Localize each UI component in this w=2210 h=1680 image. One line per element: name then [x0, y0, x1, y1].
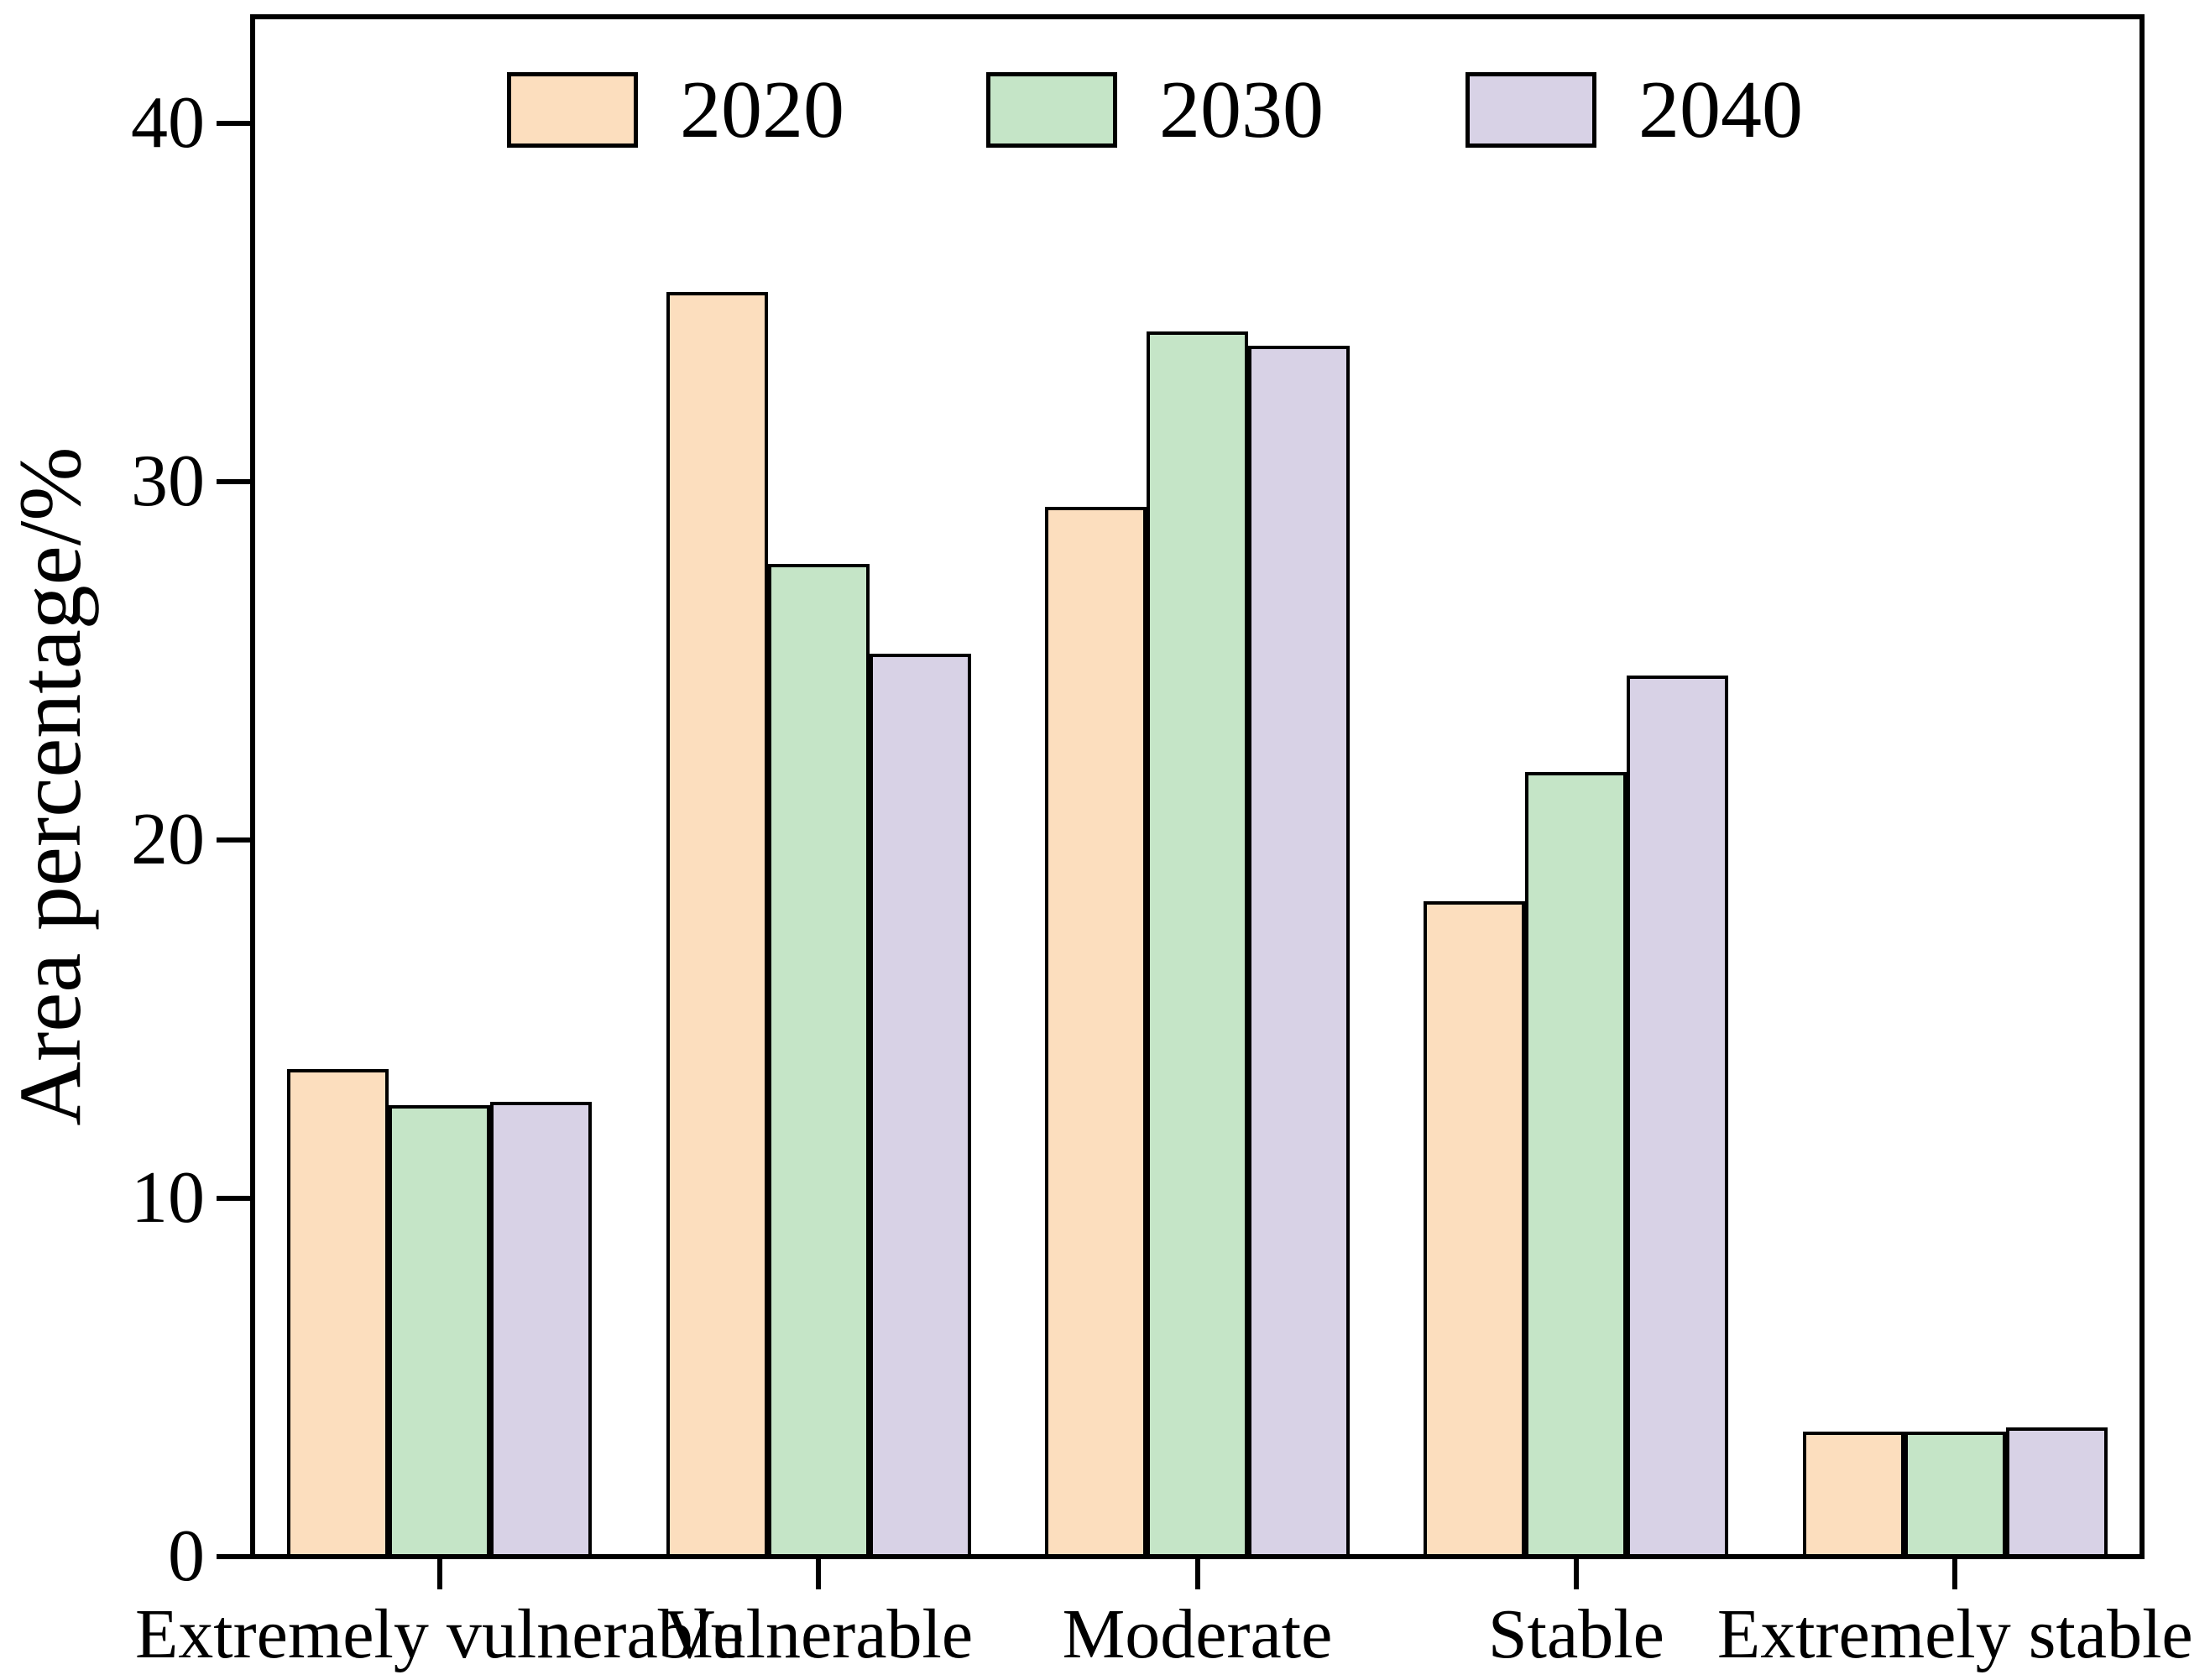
- y-tick-label: 10: [131, 1157, 205, 1239]
- bar-2030-extremely-vulnerable: [389, 1104, 491, 1559]
- bar-2020-stable: [1424, 900, 1526, 1559]
- y-tick: [217, 1554, 250, 1559]
- x-tick-label: Extremely vulnerable: [135, 1595, 745, 1673]
- bar-2040-extremely-stable: [2005, 1427, 2108, 1559]
- legend-item-2030: 2030: [986, 68, 1324, 152]
- bar-2020-extremely-vulnerable: [287, 1069, 389, 1559]
- bar-2040-extremely-vulnerable: [490, 1101, 593, 1559]
- y-tick: [217, 479, 250, 484]
- bar-2020-moderate: [1045, 506, 1147, 1559]
- x-tick-label: Moderate: [1062, 1595, 1333, 1673]
- bar-2020-vulnerable: [666, 291, 768, 1559]
- legend-swatch-2020: [507, 72, 638, 148]
- legend-swatch-2030: [986, 72, 1117, 148]
- y-tick-label: 30: [131, 441, 205, 522]
- bar-2040-vulnerable: [869, 653, 971, 1559]
- y-tick: [217, 1196, 250, 1201]
- bar-2030-vulnerable: [767, 564, 870, 1559]
- legend-label-2020: 2020: [680, 65, 844, 155]
- legend-label-2040: 2040: [1638, 65, 1803, 155]
- legend-swatch-2040: [1465, 72, 1596, 148]
- y-tick: [217, 121, 250, 126]
- bar-2030-extremely-stable: [1904, 1431, 2006, 1559]
- legend-item-2020: 2020: [507, 68, 844, 152]
- x-tick-label: Extremely stable: [1716, 1595, 2193, 1673]
- bar-2030-stable: [1525, 771, 1627, 1559]
- legend-label-2030: 2030: [1159, 65, 1324, 155]
- x-tick: [1573, 1557, 1579, 1589]
- y-tick-label: 20: [131, 799, 205, 880]
- x-tick-label: Vulnerable: [664, 1595, 974, 1673]
- y-axis-title: Area percentage/%: [1, 446, 99, 1126]
- x-tick: [436, 1557, 442, 1589]
- bar-2040-moderate: [1248, 345, 1350, 1559]
- bar-2020-extremely-stable: [1802, 1431, 1904, 1559]
- x-tick: [1194, 1557, 1200, 1589]
- x-tick: [1952, 1557, 1958, 1589]
- x-tick: [816, 1557, 822, 1589]
- bar-2030-moderate: [1147, 331, 1248, 1559]
- x-tick-label: Stable: [1487, 1595, 1664, 1673]
- y-tick-label: 40: [131, 82, 205, 164]
- legend-item-2040: 2040: [1465, 68, 1803, 152]
- y-tick-label: 0: [168, 1516, 205, 1597]
- y-tick: [217, 837, 250, 843]
- bar-2040-stable: [1627, 675, 1729, 1559]
